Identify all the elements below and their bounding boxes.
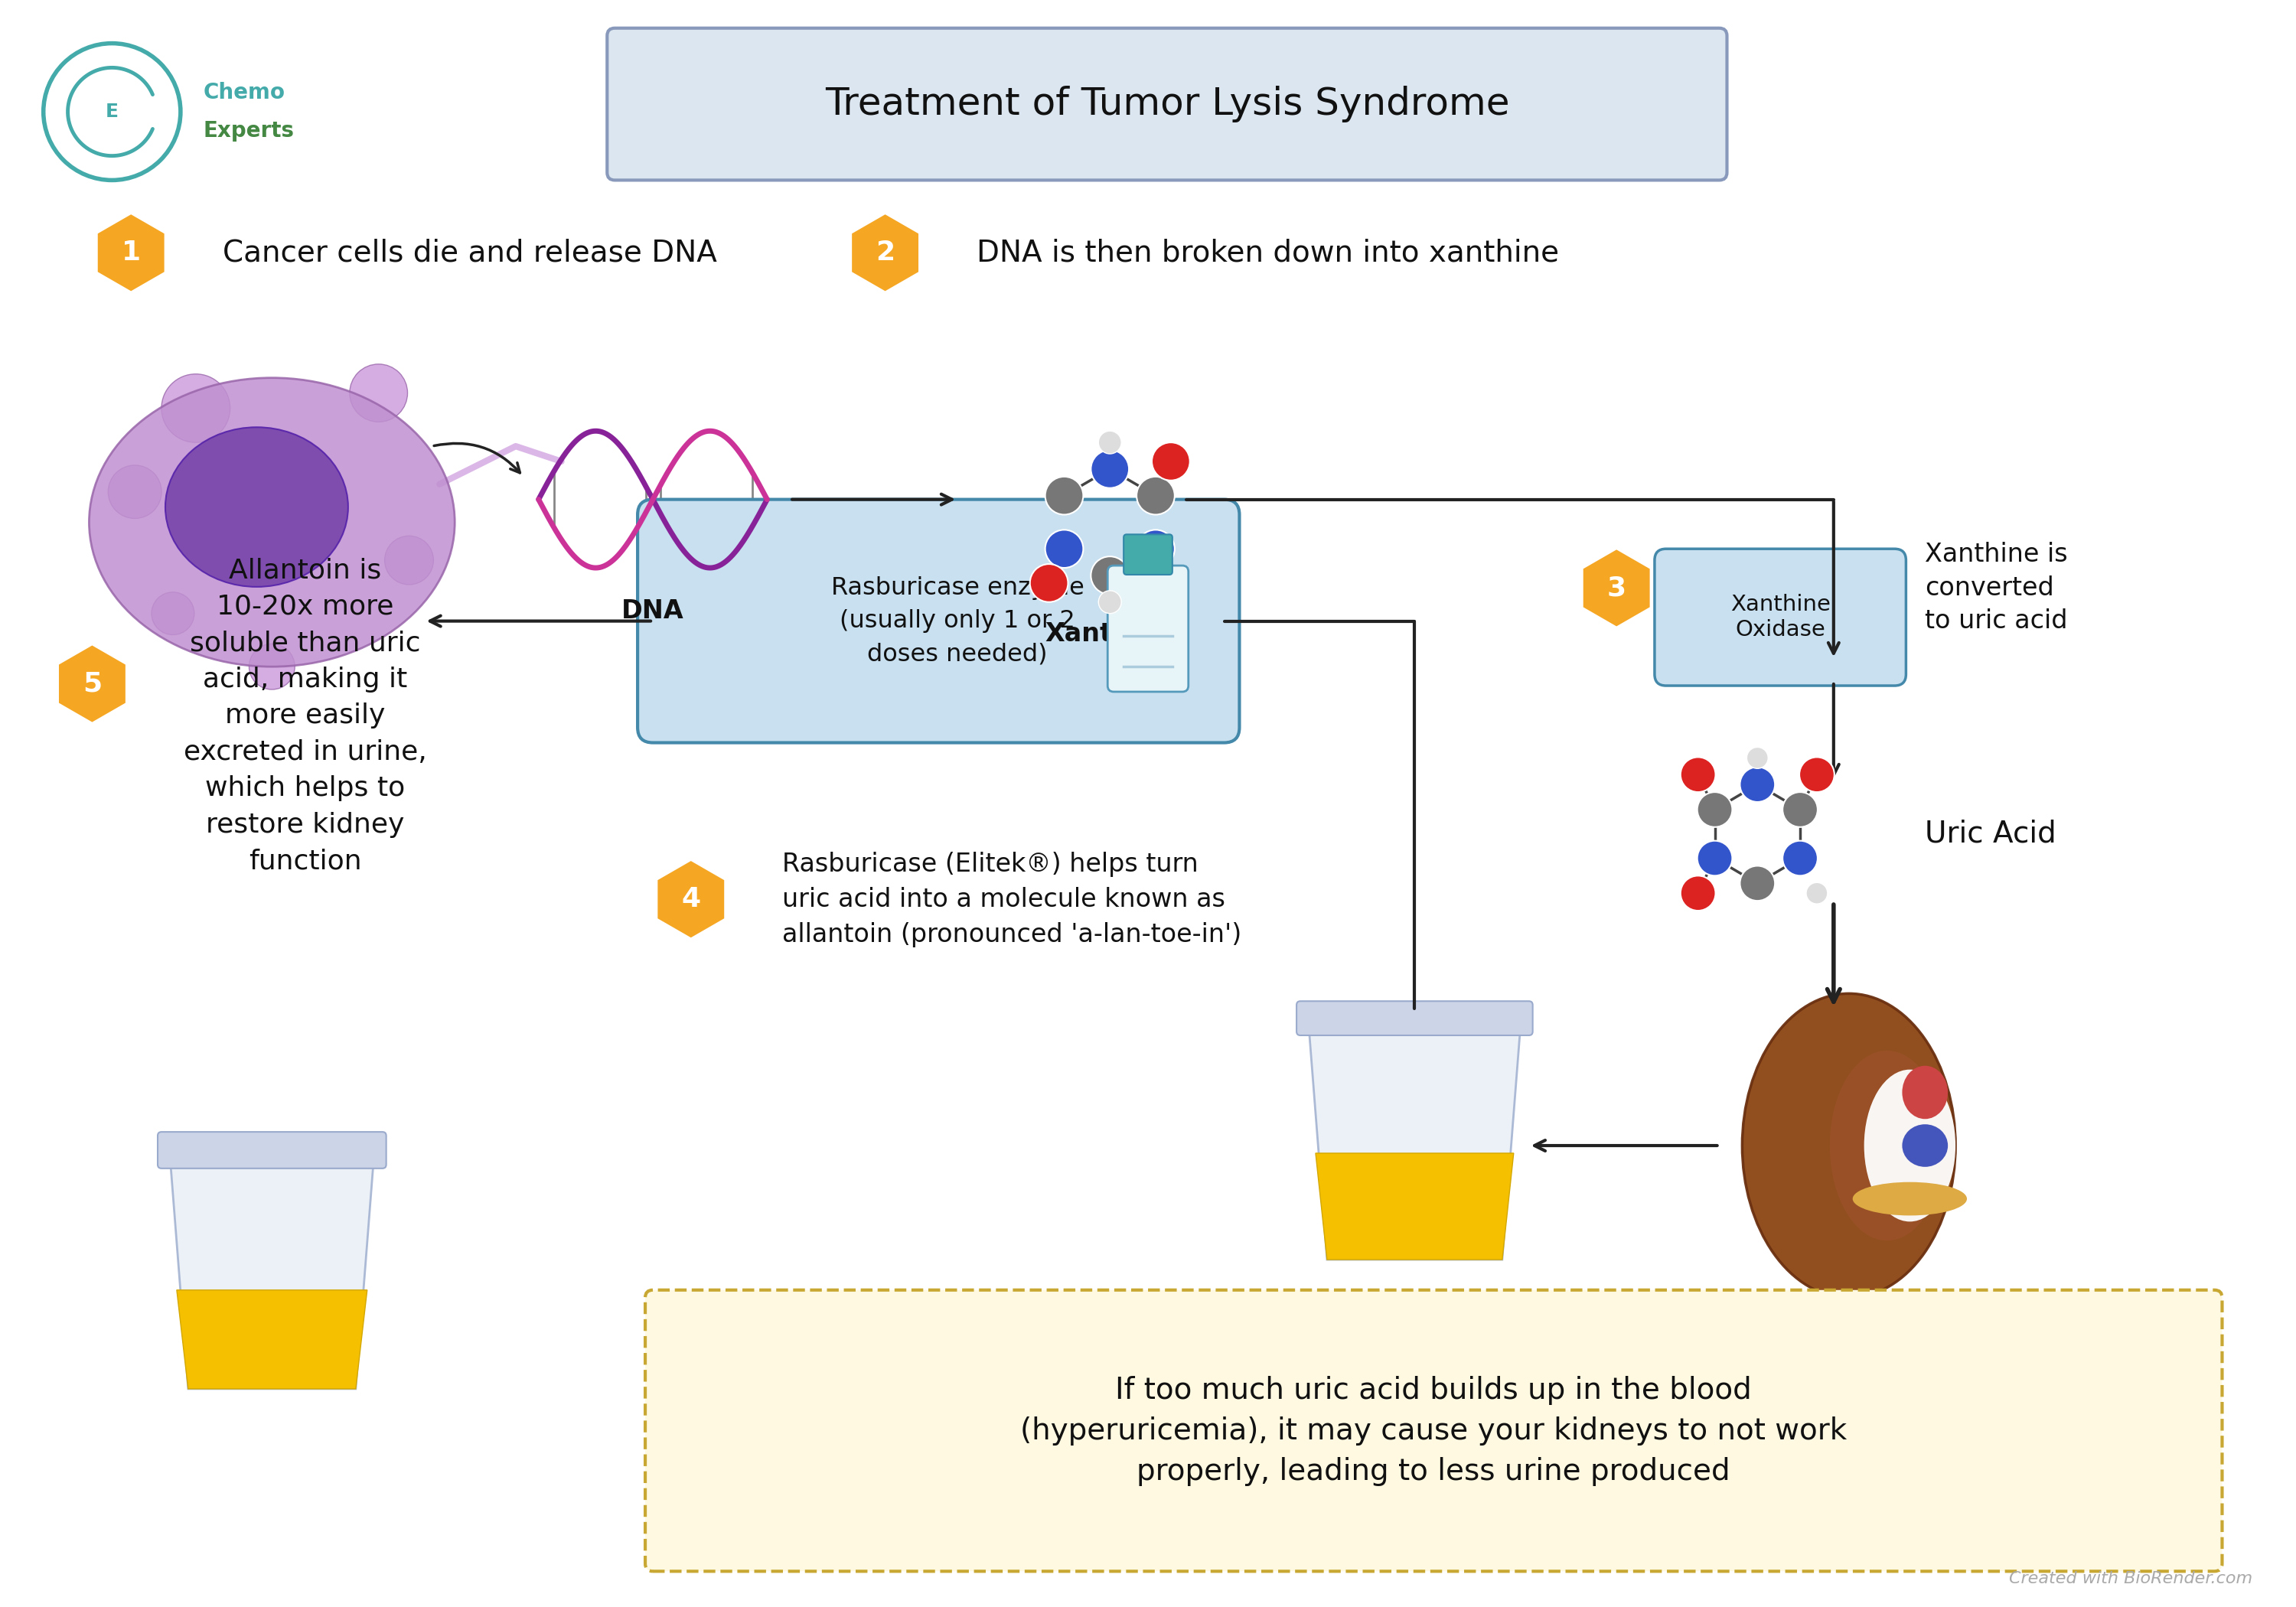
Circle shape <box>1740 866 1775 902</box>
Ellipse shape <box>1901 1125 1947 1167</box>
Text: Treatment of Tumor Lysis Syndrome: Treatment of Tumor Lysis Syndrome <box>824 85 1508 122</box>
Text: Cancer cells die and release DNA: Cancer cells die and release DNA <box>223 238 716 267</box>
Circle shape <box>1045 530 1084 567</box>
Polygon shape <box>170 1146 374 1388</box>
Polygon shape <box>657 860 726 938</box>
Polygon shape <box>1316 1154 1513 1260</box>
Polygon shape <box>96 214 165 292</box>
Text: 3: 3 <box>1607 575 1626 601</box>
Polygon shape <box>177 1290 367 1388</box>
Text: Uric Acid: Uric Acid <box>1924 820 2057 848</box>
Circle shape <box>1031 564 1068 603</box>
Circle shape <box>1747 747 1768 768</box>
Text: DNA: DNA <box>622 598 684 624</box>
Text: Experts: Experts <box>204 121 294 141</box>
Circle shape <box>349 365 409 423</box>
Circle shape <box>1091 556 1130 595</box>
Text: DNA is then broken down into xanthine: DNA is then broken down into xanthine <box>976 238 1559 267</box>
Ellipse shape <box>90 378 455 667</box>
Text: 2: 2 <box>875 239 895 265</box>
Circle shape <box>1091 450 1130 489</box>
Text: Chemo: Chemo <box>204 82 285 103</box>
Text: 4: 4 <box>682 887 700 913</box>
Text: Xanthine is
converted
to uric acid: Xanthine is converted to uric acid <box>1924 542 2069 633</box>
FancyBboxPatch shape <box>1297 1001 1534 1035</box>
Circle shape <box>248 644 294 689</box>
FancyBboxPatch shape <box>1655 550 1906 686</box>
Circle shape <box>161 374 230 442</box>
Circle shape <box>1782 840 1818 876</box>
Text: 5: 5 <box>83 670 101 697</box>
FancyBboxPatch shape <box>1107 566 1189 691</box>
Circle shape <box>1153 442 1189 480</box>
Text: Xanthine
Oxidase: Xanthine Oxidase <box>1731 595 1830 640</box>
Circle shape <box>1097 431 1120 453</box>
Text: Xanthine: Xanthine <box>1045 620 1176 646</box>
Circle shape <box>1807 882 1828 903</box>
Text: If too much uric acid builds up in the blood
(hyperuricemia), it may cause your : If too much uric acid builds up in the b… <box>1019 1376 1846 1486</box>
Circle shape <box>1097 591 1120 614</box>
Circle shape <box>1681 876 1715 911</box>
Circle shape <box>1740 767 1775 802</box>
Text: E: E <box>106 103 119 121</box>
Polygon shape <box>1309 1016 1522 1260</box>
Text: Created with BioRender.com: Created with BioRender.com <box>2009 1572 2252 1586</box>
FancyBboxPatch shape <box>606 27 1727 180</box>
Polygon shape <box>852 214 918 292</box>
Ellipse shape <box>1830 1051 1945 1241</box>
Circle shape <box>1681 757 1715 792</box>
Text: Rasburicase (Elitek®) helps turn
uric acid into a molecule known as
allantoin (p: Rasburicase (Elitek®) helps turn uric ac… <box>783 852 1242 947</box>
Text: 1: 1 <box>122 239 140 265</box>
FancyBboxPatch shape <box>158 1131 386 1168</box>
FancyBboxPatch shape <box>645 1290 2223 1572</box>
Circle shape <box>1045 477 1084 514</box>
Ellipse shape <box>1853 1183 1968 1215</box>
Text: Allantoin is
10-20x more
soluble than uric
acid, making it
more easily
excreted : Allantoin is 10-20x more soluble than ur… <box>184 558 427 874</box>
Circle shape <box>1800 757 1835 792</box>
Ellipse shape <box>1743 993 1956 1297</box>
Polygon shape <box>1582 548 1651 627</box>
FancyBboxPatch shape <box>638 500 1240 742</box>
Circle shape <box>152 591 195 635</box>
Circle shape <box>1137 477 1176 514</box>
Ellipse shape <box>165 427 349 587</box>
Circle shape <box>108 464 161 519</box>
Circle shape <box>44 43 181 180</box>
Ellipse shape <box>1901 1065 1947 1118</box>
Polygon shape <box>57 644 126 723</box>
FancyBboxPatch shape <box>1123 535 1173 575</box>
Circle shape <box>1137 530 1176 567</box>
Circle shape <box>1782 792 1818 828</box>
Text: Rasburicase enzyme
(usually only 1 or 2
doses needed): Rasburicase enzyme (usually only 1 or 2 … <box>831 577 1084 665</box>
Circle shape <box>1697 840 1731 876</box>
Circle shape <box>1697 792 1731 828</box>
Circle shape <box>386 535 434 585</box>
Ellipse shape <box>1864 1070 1956 1221</box>
